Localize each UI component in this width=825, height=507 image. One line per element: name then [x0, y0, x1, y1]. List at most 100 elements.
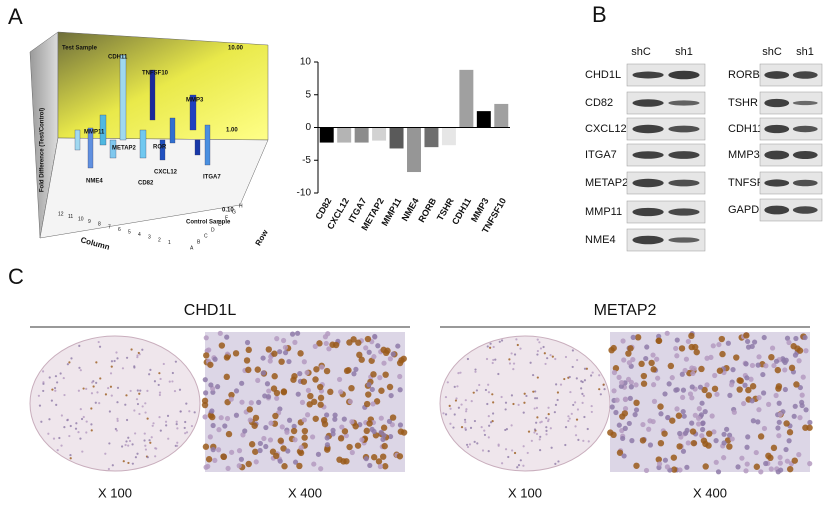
- cell-nucleus: [79, 408, 82, 411]
- cell-nucleus: [533, 431, 536, 434]
- cell-nucleus: [379, 453, 387, 460]
- cell-nucleus: [700, 420, 706, 426]
- cell-nucleus: [48, 376, 51, 379]
- cell-nucleus: [224, 334, 230, 340]
- cell-nucleus: [203, 390, 209, 396]
- cell-nucleus: [254, 366, 261, 373]
- cell-nucleus: [317, 394, 325, 402]
- cell-nucleus: [232, 350, 240, 357]
- cell-nucleus: [158, 391, 162, 394]
- cell-nucleus: [662, 457, 668, 463]
- cell-nucleus: [758, 469, 764, 475]
- band: [632, 235, 664, 245]
- cell-nucleus: [154, 455, 157, 458]
- cell-nucleus: [470, 400, 473, 403]
- decor-bar: [159, 139, 166, 161]
- cell-nucleus: [625, 376, 632, 383]
- cell-nucleus: [356, 351, 363, 359]
- protein-label: CD82: [585, 97, 613, 109]
- cell-nucleus: [486, 345, 489, 348]
- cell-nucleus: [698, 365, 705, 373]
- band: [632, 124, 664, 134]
- cell-nucleus: [290, 427, 298, 435]
- cell-nucleus: [474, 368, 477, 371]
- cell-nucleus: [323, 367, 331, 375]
- cell-nucleus: [204, 348, 210, 354]
- band: [764, 150, 790, 160]
- cell-nucleus: [488, 424, 491, 427]
- row-label: B: [197, 239, 201, 245]
- cell-nucleus: [696, 406, 702, 412]
- blot-strip: [759, 143, 823, 167]
- cell-nucleus: [389, 414, 397, 421]
- cell-nucleus: [500, 395, 503, 399]
- cell-nucleus: [365, 391, 372, 398]
- cell-nucleus: [755, 419, 761, 425]
- cell-nucleus: [245, 460, 252, 468]
- cell-nucleus: [371, 354, 377, 360]
- cell-nucleus: [50, 399, 53, 402]
- cell-nucleus: [586, 427, 589, 431]
- cell-nucleus: [304, 412, 311, 418]
- cell-nucleus: [761, 425, 768, 432]
- cell-nucleus: [796, 452, 802, 458]
- cell-nucleus: [58, 436, 61, 440]
- cell-nucleus: [382, 349, 390, 357]
- cell-nucleus: [397, 373, 403, 380]
- cell-nucleus: [311, 461, 317, 467]
- cell-nucleus: [800, 374, 806, 380]
- cell-nucleus: [735, 464, 741, 470]
- cell-nucleus: [80, 417, 84, 421]
- cell-nucleus: [598, 374, 601, 377]
- cell-nucleus: [581, 392, 584, 395]
- cell-nucleus: [721, 440, 727, 446]
- cell-nucleus: [474, 370, 477, 373]
- cell-nucleus: [803, 348, 809, 354]
- cell-nucleus: [457, 406, 460, 409]
- cell-nucleus: [136, 452, 139, 455]
- cell-nucleus: [108, 442, 111, 445]
- cell-nucleus: [127, 461, 130, 465]
- cell-nucleus: [212, 457, 218, 464]
- cell-nucleus: [324, 412, 330, 418]
- cell-nucleus: [134, 456, 138, 459]
- cell-nucleus: [756, 395, 762, 401]
- cell-nucleus: [131, 462, 134, 465]
- cell-nucleus: [184, 432, 187, 435]
- cell-nucleus: [591, 371, 594, 374]
- cell-nucleus: [512, 402, 515, 406]
- cell-nucleus: [500, 462, 504, 465]
- cell-nucleus: [640, 372, 648, 380]
- decor-bar: [99, 114, 107, 146]
- cell-nucleus: [545, 426, 548, 429]
- cell-nucleus: [233, 412, 240, 418]
- cell-nucleus: [689, 428, 697, 435]
- cell-nucleus: [587, 440, 590, 443]
- cell-nucleus: [576, 408, 580, 411]
- cell-nucleus: [542, 345, 545, 349]
- lane-header: sh1: [796, 46, 814, 58]
- cell-nucleus: [263, 424, 269, 431]
- cell-nucleus: [353, 366, 359, 372]
- cell-nucleus: [454, 399, 458, 402]
- bar: [424, 127, 439, 148]
- cell-nucleus: [749, 383, 757, 390]
- cell-nucleus: [133, 365, 136, 368]
- cell-nucleus: [190, 424, 194, 428]
- cell-nucleus: [803, 407, 809, 413]
- cell-nucleus: [568, 417, 571, 420]
- cell-nucleus: [683, 356, 690, 362]
- band: [764, 179, 790, 187]
- cell-nucleus: [341, 428, 349, 435]
- cell-nucleus: [248, 441, 256, 448]
- cell-nucleus: [150, 436, 153, 439]
- panel-letter: B: [592, 2, 607, 27]
- cell-nucleus: [185, 402, 188, 405]
- cell-nucleus: [207, 434, 213, 440]
- cell-nucleus: [581, 401, 584, 404]
- cell-nucleus: [487, 414, 490, 418]
- cell-nucleus: [396, 453, 404, 460]
- cell-nucleus: [201, 397, 209, 405]
- y-tick-label: 0: [305, 122, 311, 133]
- cell-nucleus: [158, 372, 161, 375]
